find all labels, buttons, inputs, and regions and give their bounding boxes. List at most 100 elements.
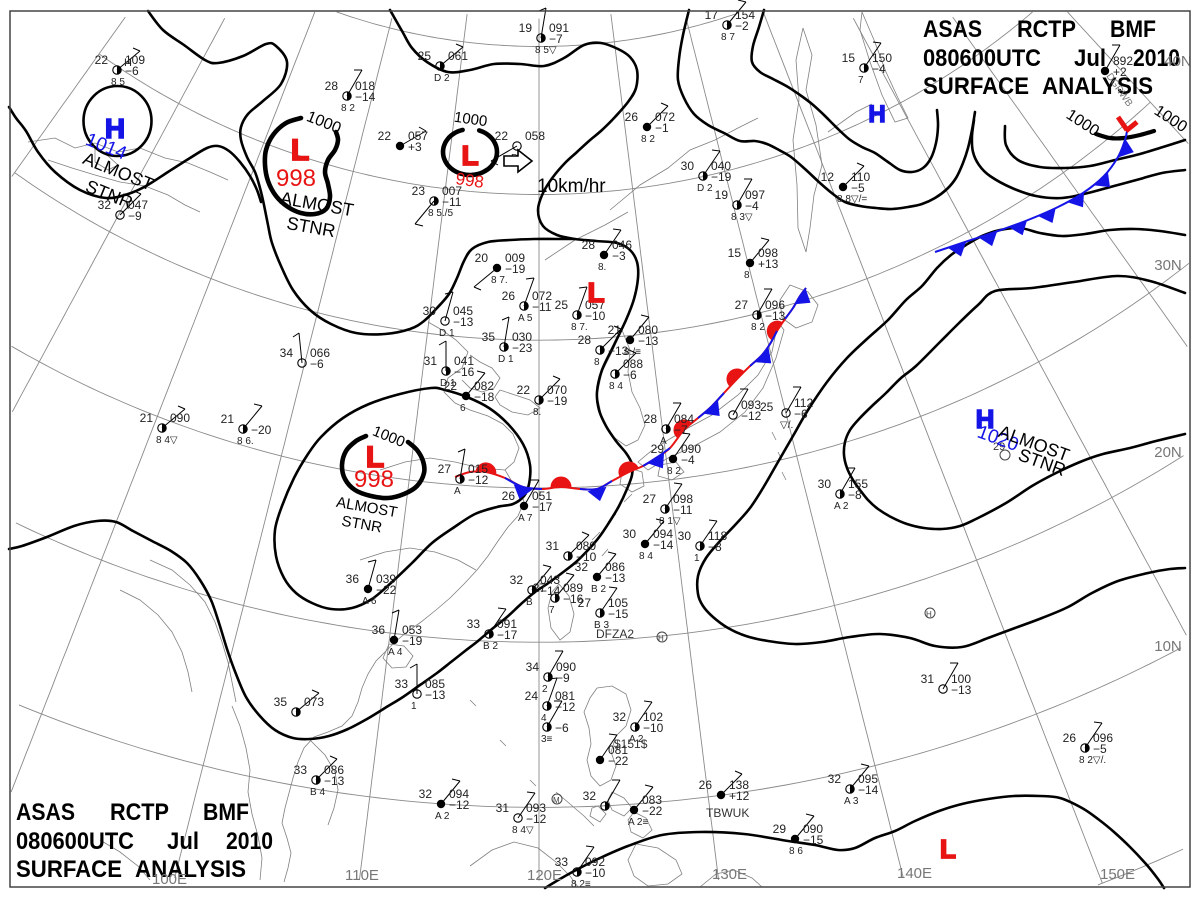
svg-text:−14: −14 [355,90,376,104]
svg-text:H: H [124,57,132,69]
svg-text:095: 095 [858,772,878,786]
svg-text:−16: −16 [563,592,584,606]
svg-text:091: 091 [549,21,569,35]
svg-text:7: 7 [858,75,864,86]
svg-text:072: 072 [532,289,552,303]
svg-text:089: 089 [563,581,583,595]
svg-text:140E: 140E [897,865,932,882]
svg-text:039: 039 [376,572,396,586]
svg-text:8 6: 8 6 [789,846,803,857]
svg-text:8 2: 8 2 [341,103,355,114]
svg-text:A 2: A 2 [834,501,849,512]
svg-text:BMF: BMF [203,799,249,826]
svg-text:36: 36 [346,572,360,586]
svg-text:30: 30 [818,477,832,491]
svg-text:30: 30 [623,527,637,541]
svg-text:A 5: A 5 [518,313,533,324]
svg-text:24: 24 [525,689,539,703]
svg-text:31: 31 [424,354,438,368]
svg-text:105: 105 [608,596,628,610]
svg-text:L: L [291,134,309,167]
svg-text:20: 20 [475,251,489,265]
svg-text:12: 12 [821,170,835,184]
svg-text:057: 057 [408,129,428,143]
svg-text:27: 27 [438,462,452,476]
svg-text:−19: −19 [505,262,526,276]
svg-text:A 2: A 2 [629,734,644,745]
svg-text:SURFACE: SURFACE [923,73,1029,100]
svg-text:D 1: D 1 [498,354,514,365]
svg-text:STNR: STNR [340,513,383,537]
svg-text:084: 084 [674,412,694,426]
svg-text:RCTP: RCTP [110,799,169,826]
svg-text:892: 892 [1113,54,1133,68]
svg-text:27: 27 [643,492,657,506]
svg-text:8.: 8. [533,407,541,418]
svg-text:8: 8 [594,357,600,368]
svg-text:8 5: 8 5 [111,77,125,88]
svg-text:072: 072 [655,110,675,124]
svg-text:−6: −6 [555,721,569,735]
svg-text:090: 090 [681,442,701,456]
svg-text:150E: 150E [1100,866,1135,883]
svg-text:082: 082 [474,379,494,393]
svg-text:8./≡: 8./≡ [624,347,641,358]
svg-text:+3: +3 [408,140,422,154]
svg-text:29: 29 [651,442,665,456]
svg-text:ASAS: ASAS [923,16,982,43]
svg-text:998: 998 [276,165,316,192]
svg-text:A 6: A 6 [362,596,377,607]
svg-text:007: 007 [442,184,462,198]
svg-text:−4: −4 [872,62,886,76]
svg-text:7: 7 [549,605,555,616]
svg-text:32: 32 [828,772,842,786]
svg-text:L: L [940,834,956,864]
svg-text:20N: 20N [1154,444,1182,461]
svg-text:8 5./5: 8 5./5 [428,208,453,219]
svg-text:35: 35 [482,330,496,344]
svg-text:B: B [526,597,533,608]
svg-text:26: 26 [1063,731,1077,745]
svg-text:8 6.: 8 6. [237,436,254,447]
svg-text:L: L [366,441,384,474]
svg-text:21: 21 [221,412,235,426]
svg-text:33: 33 [395,677,409,691]
svg-text:−19: −19 [547,394,568,408]
svg-text:15: 15 [842,51,856,65]
svg-text:3≡: 3≡ [541,734,553,745]
svg-text:8 1▽: 8 1▽ [659,516,681,527]
svg-text:−3: −3 [612,249,626,263]
svg-text:086: 086 [605,560,625,574]
svg-text:22: 22 [517,383,531,397]
svg-text:−6: −6 [310,357,324,371]
svg-text:8 8▽/=: 8 8▽/= [837,194,867,205]
svg-text:22: 22 [378,129,392,143]
svg-text:D 1: D 1 [439,328,455,339]
svg-text:061: 061 [448,49,468,63]
svg-text:−6: −6 [125,64,139,78]
svg-text:26: 26 [699,778,713,792]
svg-text:−22: −22 [376,583,397,597]
svg-text:081: 081 [555,689,575,703]
svg-text:8 4: 8 4 [639,551,653,562]
svg-text:A 4: A 4 [388,647,403,658]
svg-text:046: 046 [612,238,632,252]
svg-text:22: 22 [495,129,509,143]
svg-text:098: 098 [673,492,693,506]
svg-text:040: 040 [711,159,731,173]
svg-text:−9: −9 [128,209,142,223]
svg-text:−13: −13 [324,774,345,788]
svg-text:28: 28 [325,79,339,93]
svg-text:30: 30 [423,304,437,318]
svg-text:L: L [461,140,478,171]
svg-text:−13: −13 [951,683,972,697]
svg-text:8 5▽: 8 5▽ [535,45,557,56]
svg-text:32: 32 [575,560,589,574]
svg-text:8 4▽: 8 4▽ [156,435,178,446]
svg-text:B 3: B 3 [594,620,609,631]
svg-text:081: 081 [608,743,628,757]
svg-text:−6: −6 [623,368,637,382]
svg-text:083: 083 [642,793,662,807]
svg-text:8.: 8. [598,262,606,273]
svg-text:+13: +13 [758,257,779,271]
